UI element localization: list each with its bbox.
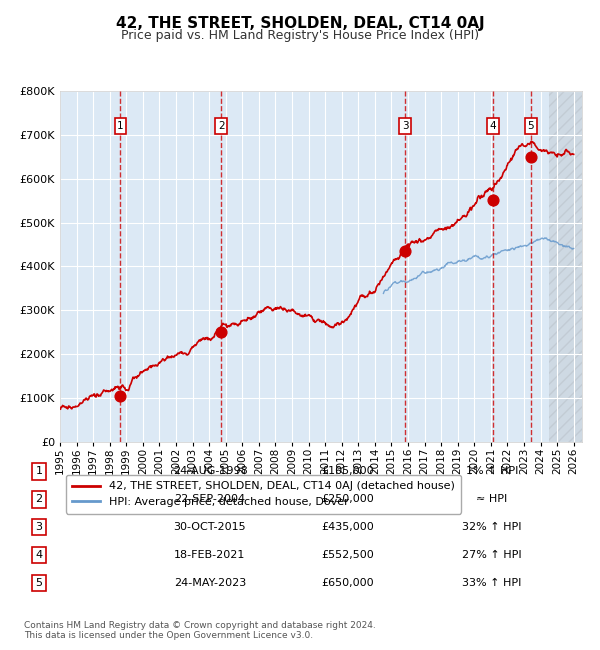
Text: 24-MAY-2023: 24-MAY-2023 <box>174 578 246 588</box>
Text: 24-AUG-1998: 24-AUG-1998 <box>173 466 247 476</box>
Text: Contains HM Land Registry data © Crown copyright and database right 2024.
This d: Contains HM Land Registry data © Crown c… <box>24 621 376 640</box>
Point <box>488 194 498 205</box>
Point <box>116 391 125 401</box>
Text: 33% ↑ HPI: 33% ↑ HPI <box>463 578 521 588</box>
Text: £435,000: £435,000 <box>322 522 374 532</box>
Text: £250,000: £250,000 <box>322 494 374 504</box>
Point <box>526 151 535 162</box>
Text: 3: 3 <box>35 522 43 532</box>
Text: 32% ↑ HPI: 32% ↑ HPI <box>462 522 522 532</box>
Text: 22-SEP-2004: 22-SEP-2004 <box>175 494 245 504</box>
Text: £552,500: £552,500 <box>322 550 374 560</box>
Text: 2: 2 <box>218 121 224 131</box>
Text: 1: 1 <box>117 121 124 131</box>
Text: 30-OCT-2015: 30-OCT-2015 <box>173 522 247 532</box>
Text: £650,000: £650,000 <box>322 578 374 588</box>
Text: 27% ↑ HPI: 27% ↑ HPI <box>462 550 522 560</box>
Text: 5: 5 <box>35 578 43 588</box>
Point <box>217 327 226 337</box>
Text: 3: 3 <box>402 121 409 131</box>
Text: 2: 2 <box>35 494 43 504</box>
Text: 42, THE STREET, SHOLDEN, DEAL, CT14 0AJ: 42, THE STREET, SHOLDEN, DEAL, CT14 0AJ <box>116 16 484 31</box>
Legend: 42, THE STREET, SHOLDEN, DEAL, CT14 0AJ (detached house), HPI: Average price, de: 42, THE STREET, SHOLDEN, DEAL, CT14 0AJ … <box>65 474 461 514</box>
Text: 4: 4 <box>490 121 496 131</box>
Text: Price paid vs. HM Land Registry's House Price Index (HPI): Price paid vs. HM Land Registry's House … <box>121 29 479 42</box>
Text: 1% ↑ HPI: 1% ↑ HPI <box>466 466 518 476</box>
Bar <box>549 91 582 442</box>
Text: ≈ HPI: ≈ HPI <box>476 494 508 504</box>
Text: 4: 4 <box>35 550 43 560</box>
Text: 5: 5 <box>527 121 534 131</box>
Text: 1: 1 <box>35 466 43 476</box>
Point <box>400 246 410 256</box>
Text: £105,000: £105,000 <box>322 466 374 476</box>
Text: 18-FEB-2021: 18-FEB-2021 <box>175 550 245 560</box>
